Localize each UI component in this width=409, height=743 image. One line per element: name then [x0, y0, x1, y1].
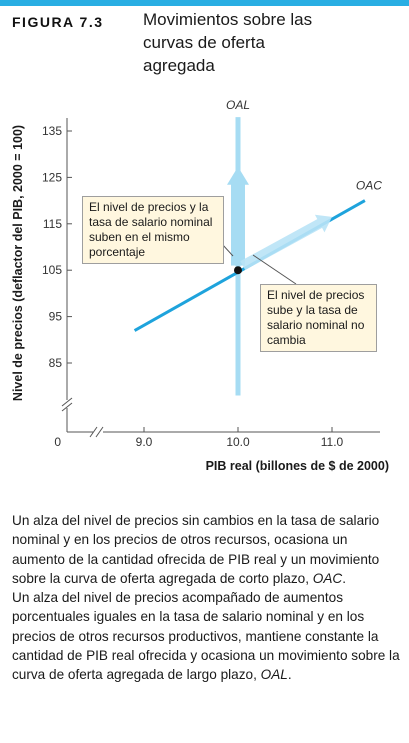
caption-paragraph-1: Un alza del nivel de precios sin cambios… — [12, 511, 402, 588]
x-tick-label: 11.0 — [321, 435, 344, 449]
x-axis-break-mark — [89, 426, 98, 438]
chart: 85 95 105 115 125 135 9.0 10.0 11.0 0 PIB real (bi… — [11, 98, 389, 473]
annotation-leader-line-right — [252, 254, 297, 285]
figure-caption: Un alza del nivel de precios sin cambios… — [12, 511, 402, 685]
axis-labels: 85 95 105 115 125 135 9.0 10.0 11.0 0 PIB real (bi… — [11, 98, 389, 473]
y-tick-label: 135 — [42, 124, 62, 138]
x-tick-label: 10.0 — [226, 435, 250, 449]
y-tick-label: 115 — [43, 217, 62, 231]
axes — [61, 118, 380, 438]
figure-title: Movimientos sobre las curvas de oferta a… — [143, 10, 313, 75]
y-tick-label: 85 — [49, 356, 63, 370]
x-axis-title: PIB real (billones de $ de 2000) — [206, 459, 389, 473]
y-tick-label: 105 — [42, 263, 62, 277]
caption-p1-text: Un alza del nivel de precios sin cambios… — [12, 513, 380, 586]
caption-p2-text: Un alza del nivel de precios acompañado … — [12, 590, 400, 683]
x-axis-break-mark — [95, 426, 104, 438]
caption-p2-italic: OAL — [260, 667, 288, 683]
origin-label: 0 — [54, 435, 61, 449]
annotation-price-rise: El nivel de precios sube y la tasa de sa… — [260, 284, 377, 352]
caption-paragraph-2: Un alza del nivel de precios acompañado … — [12, 588, 402, 684]
oac-series-label: OAC — [356, 179, 382, 193]
y-axis-break-gap — [61, 400, 73, 408]
equilibrium-point — [234, 266, 242, 275]
y-axis-break-mark — [61, 402, 73, 412]
caption-p1-end: . — [342, 570, 347, 586]
header-accent-bar — [0, 0, 409, 6]
price-rise-arrowhead — [227, 166, 249, 185]
oal-series-label: OAL — [226, 98, 250, 112]
annotation-proportional-rise: El nivel de precios y la tasa de salario… — [82, 196, 224, 264]
y-tick-label: 125 — [42, 170, 62, 184]
y-axis-break-mark — [61, 397, 73, 407]
caption-p2-end: . — [287, 667, 292, 683]
figure-label: FIGURA 7.3 — [12, 14, 104, 30]
caption-p1-italic: OAC — [312, 570, 343, 586]
x-tick-label: 9.0 — [136, 435, 153, 449]
x-axis-break-gap — [93, 427, 103, 437]
price-rise-arrow-shaft — [231, 182, 245, 266]
series — [133, 117, 366, 396]
supply-movement-arrow — [240, 214, 332, 270]
y-axis-title: Nivel de precios (deflactor del PIB, 200… — [11, 125, 25, 401]
y-tick-label: 95 — [49, 310, 63, 324]
